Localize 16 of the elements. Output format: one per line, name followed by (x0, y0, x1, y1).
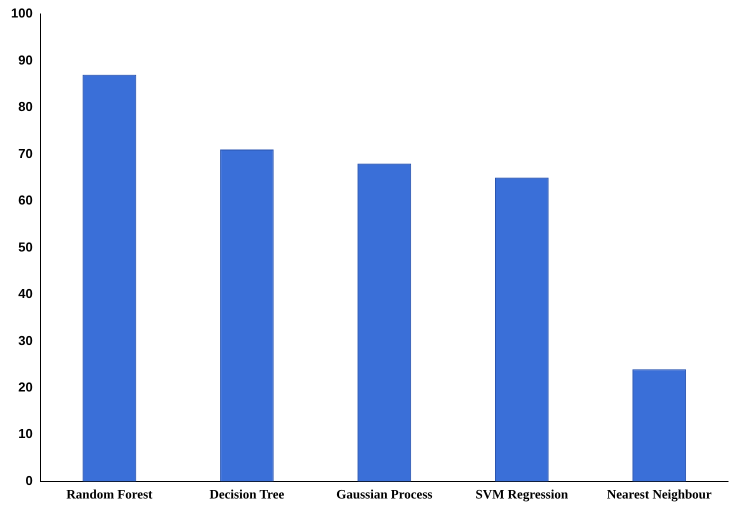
y-tick-label: 70 (18, 146, 33, 161)
y-tick-label: 40 (18, 286, 33, 302)
y-tick-label: 90 (18, 52, 33, 68)
y-tick-label: 20 (18, 380, 33, 394)
x-tick-label: Random Forest (66, 486, 154, 502)
y-tick-label: 80 (18, 99, 33, 114)
y-tick-label: 30 (18, 332, 33, 348)
y-tick-label: 50 (18, 239, 33, 254)
y-tick-label: 0 (25, 472, 33, 488)
x-tick-label: Nearest Neighbour (606, 486, 712, 502)
x-tick-label: Decision Tree (210, 486, 284, 502)
x-tick-label: Gaussian Process (336, 486, 432, 502)
y-tick-label: 100 (10, 6, 33, 21)
y-tick-label: 60 (18, 192, 33, 208)
y-tick-label: 10 (18, 426, 33, 442)
x-tick-label: SVM Regression (476, 486, 569, 502)
